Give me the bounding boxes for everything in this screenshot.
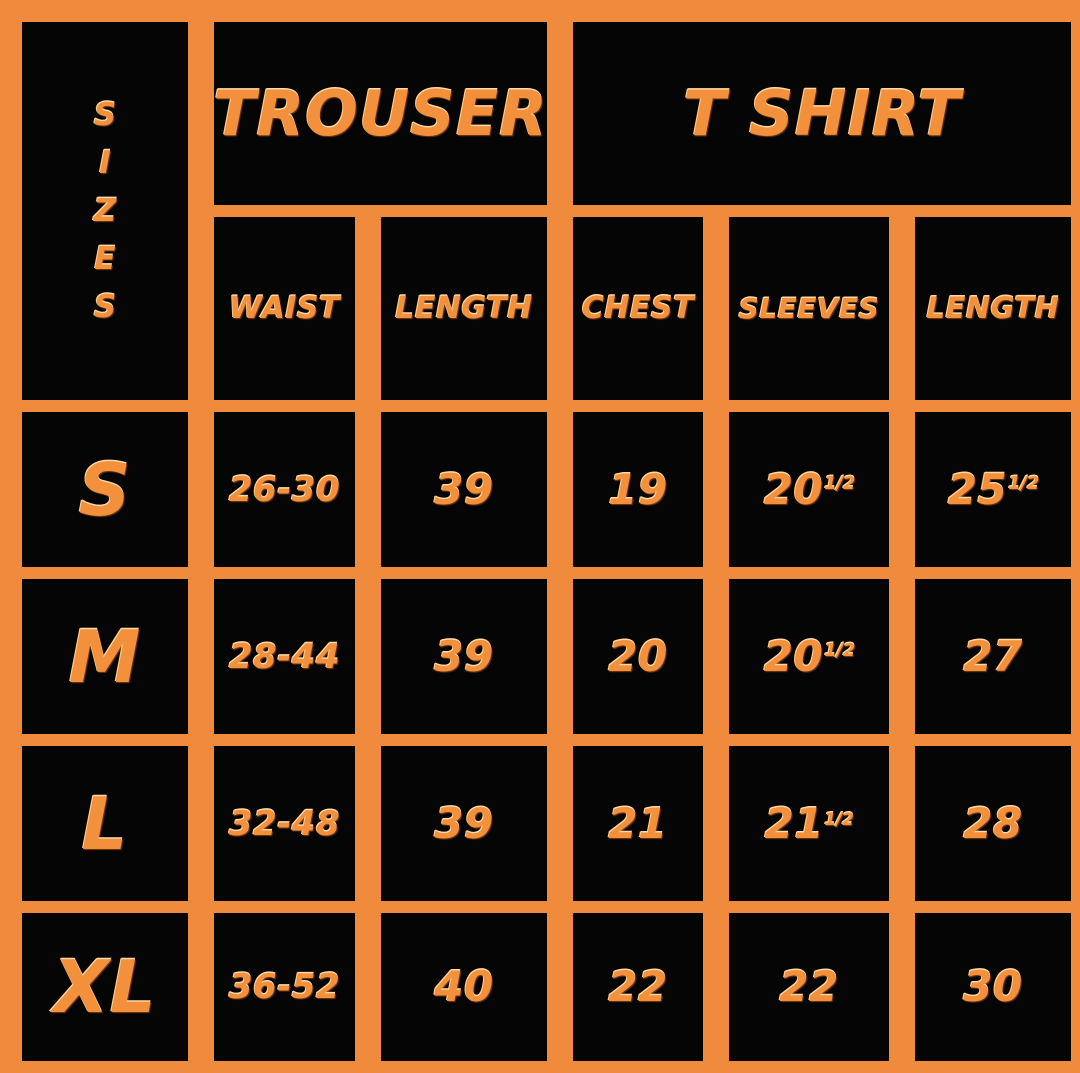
group-header-tshirt-label: T SHIRT [683,76,961,150]
cell-xl-tshirt-length: 30 [915,913,1071,1061]
value-s-tshirt-sleeves: 201/2 [764,468,856,511]
value-l-trouser-length: 39 [434,798,494,848]
cell-s-tshirt-sleeves: 201/2 [729,412,889,567]
cell-m-tshirt-sleeves: 201/2 [729,579,889,734]
column-header-trouser-waist: WAIST [214,217,355,400]
value-fraction: 1/2 [824,473,856,494]
cell-m-tshirt-length: 27 [915,579,1071,734]
value-s-tshirt-chest: 19 [608,464,668,514]
table-row-size-label: L [22,746,188,901]
cell-xl-trouser-length: 40 [381,913,547,1061]
value-whole: 20 [763,631,824,681]
column-header-trouser-length: LENGTH [381,217,547,400]
column-header-tshirt-length-label: LENGTH [926,291,1060,325]
cell-s-trouser-waist: 26-30 [214,412,355,567]
value-m-tshirt-sleeves: 201/2 [764,635,856,678]
table-row-size-label: S [22,412,188,567]
sizes-letter-2: Z [93,192,117,229]
column-header-tshirt-chest: CHEST [573,217,703,400]
cell-m-trouser-length: 39 [381,579,547,734]
table-row-size-label: XL [22,913,188,1061]
group-header-tshirt: T SHIRT [573,22,1071,205]
value-l-tshirt-length: 28 [963,798,1023,848]
sizes-header-cell: S I Z E S [22,22,188,400]
column-header-tshirt-chest-label: CHEST [581,290,695,326]
value-l-tshirt-chest: 21 [608,798,668,848]
value-xl-tshirt-sleeves: 22 [779,962,839,1011]
value-m-trouser-waist: 28-44 [228,636,341,677]
value-s-trouser-waist: 26-30 [228,469,341,510]
cell-l-tshirt-chest: 21 [573,746,703,901]
value-l-trouser-waist: 32-48 [228,803,341,844]
cell-xl-tshirt-chest: 22 [573,913,703,1061]
value-l-tshirt-sleeves: 211/2 [765,802,854,845]
size-label-s: S [78,447,132,532]
cell-m-tshirt-chest: 20 [573,579,703,734]
sizes-letter-0: S [93,96,117,133]
size-label-m: M [68,614,142,699]
value-m-tshirt-chest: 20 [608,631,668,681]
value-whole: 20 [763,464,824,514]
value-m-trouser-length: 39 [434,631,494,681]
value-xl-tshirt-length: 30 [963,962,1023,1011]
value-m-tshirt-length: 27 [963,631,1023,681]
sizes-letter-3: E [94,240,116,277]
group-header-trouser-label: TROUSER [214,76,547,150]
value-xl-trouser-length: 40 [434,962,494,1011]
cell-l-tshirt-sleeves: 211/2 [729,746,889,901]
cell-s-trouser-length: 39 [381,412,547,567]
value-fraction: 1/2 [824,640,856,661]
value-whole: 21 [764,798,824,848]
value-fraction: 1/2 [1008,473,1040,494]
size-label-l: L [81,781,129,866]
column-header-tshirt-length: LENGTH [915,217,1071,400]
value-s-tshirt-length: 251/2 [948,468,1040,511]
column-header-tshirt-sleeves-label: SLEEVES [738,291,880,325]
cell-l-trouser-waist: 32-48 [214,746,355,901]
cell-xl-trouser-waist: 36-52 [214,913,355,1061]
cell-xl-tshirt-sleeves: 22 [729,913,889,1061]
sizes-letter-1: I [99,144,111,181]
value-xl-trouser-waist: 36-52 [228,967,341,1007]
sizes-vertical-label: S I Z E S [93,96,117,325]
size-label-xl: XL [53,945,157,1029]
value-xl-tshirt-chest: 22 [608,962,668,1011]
cell-l-trouser-length: 39 [381,746,547,901]
cell-m-trouser-waist: 28-44 [214,579,355,734]
value-whole: 25 [947,464,1008,514]
column-header-trouser-waist-label: WAIST [229,290,340,326]
column-header-tshirt-sleeves: SLEEVES [729,217,889,400]
sizes-letter-4: S [93,288,117,325]
value-fraction: 1/2 [824,808,854,829]
cell-l-tshirt-length: 28 [915,746,1071,901]
cell-s-tshirt-length: 251/2 [915,412,1071,567]
column-header-trouser-length-label: LENGTH [395,290,533,326]
group-header-trouser: TROUSER [214,22,547,205]
table-row-size-label: M [22,579,188,734]
value-s-trouser-length: 39 [434,464,494,514]
cell-s-tshirt-chest: 19 [573,412,703,567]
